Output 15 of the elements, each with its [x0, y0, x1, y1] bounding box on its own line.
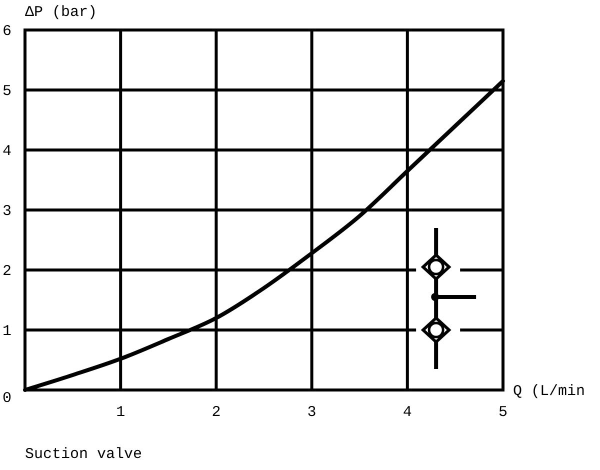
y-tick-label: 5 — [2, 83, 12, 100]
y-axis-title: ΔP (bar) — [25, 4, 98, 21]
x-tick-label: 2 — [212, 404, 221, 421]
y-tick-label: 1 — [2, 323, 12, 340]
x-tick-label: 1 — [116, 404, 126, 421]
x-tick-label: 5 — [498, 404, 508, 421]
x-tick-label: 4 — [402, 404, 412, 421]
y-tick-label: 6 — [2, 23, 12, 40]
y-tick-label: 2 — [2, 263, 12, 280]
y-tick-label: 3 — [2, 203, 12, 220]
y-tick-label: 0 — [2, 390, 12, 407]
x-tick-label: 3 — [307, 404, 316, 421]
text: Suction valve — [25, 446, 142, 463]
x-axis-title: Q (L/min — [513, 383, 586, 400]
y-tick-label: 4 — [2, 143, 12, 160]
